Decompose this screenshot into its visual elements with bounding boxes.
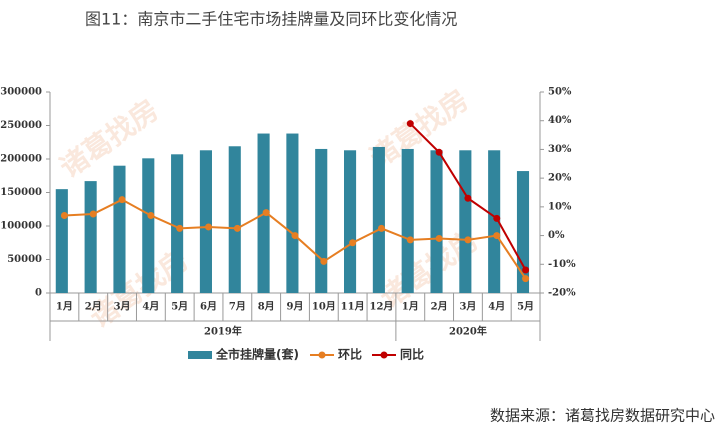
bar [199, 150, 212, 293]
bar [516, 171, 530, 293]
bar [430, 150, 443, 293]
x-tick-label: 12月 [370, 301, 394, 313]
bar [142, 158, 155, 293]
y-tick-label: 0 [35, 288, 42, 299]
marker [493, 232, 501, 240]
x-tick-label: 8月 [258, 301, 275, 313]
x-tick-label: 4月 [488, 301, 505, 313]
bar [286, 133, 299, 293]
bar [84, 181, 97, 293]
marker [349, 239, 357, 247]
bar [55, 189, 68, 293]
x-tick-label: 1月 [402, 301, 419, 313]
x-tick-label: 5月 [517, 301, 534, 313]
y-tick-label: 150000 [0, 187, 42, 198]
bar [113, 165, 126, 293]
marker [464, 236, 472, 244]
y-tick-label: 300000 [0, 87, 42, 98]
marker [435, 148, 443, 156]
bar [228, 146, 241, 293]
marker [147, 211, 155, 219]
marker [118, 196, 126, 204]
x-tick-label: 6月 [200, 301, 217, 313]
bar [372, 146, 385, 293]
marker [60, 211, 68, 219]
marker [464, 194, 472, 202]
x-tick-label: 7月 [229, 301, 246, 313]
x-tick-label: 1月 [56, 301, 73, 313]
x-tick-label: 4月 [142, 301, 159, 313]
x-tick-label: 3月 [459, 301, 476, 313]
legend-label: 环比 [338, 347, 362, 362]
marker [493, 214, 501, 222]
y-tick-label: 200000 [0, 154, 42, 165]
legend-marker [318, 351, 326, 359]
x-tick-label: 11月 [341, 301, 365, 313]
marker [406, 120, 414, 128]
marker [522, 275, 530, 283]
marker [522, 266, 530, 274]
legend-marker [380, 351, 388, 359]
marker [320, 257, 328, 265]
x-tick-label: 5月 [171, 301, 188, 313]
marker [262, 209, 270, 217]
bar [488, 150, 501, 293]
y2-tick-label: 0% [548, 230, 565, 241]
marker [406, 236, 414, 244]
bar [401, 148, 414, 293]
x-tick-label: 9月 [287, 301, 304, 313]
y-tick-label: 250000 [0, 120, 42, 131]
bar [344, 150, 357, 293]
x-tick-label: 10月 [312, 301, 336, 313]
marker [377, 224, 385, 232]
legend-label: 全市挂牌量(套) [215, 347, 299, 362]
x-tick-label: 3月 [114, 301, 131, 313]
y-tick-label: 50000 [7, 254, 42, 265]
y2-tick-label: -20% [548, 288, 576, 299]
source: 数据来源：诸葛找房数据研究中心 [490, 407, 715, 425]
y2-tick-label: -10% [548, 259, 576, 270]
y2-tick-label: 50% [548, 87, 572, 98]
y2-tick-label: 40% [548, 115, 572, 126]
marker [291, 232, 299, 240]
marker [233, 224, 241, 232]
x-tick-label: 2月 [431, 301, 448, 313]
x-group-label: 2019年 [204, 325, 242, 338]
bar [315, 148, 328, 293]
bar [459, 150, 472, 293]
y2-tick-label: 10% [548, 201, 572, 212]
y-tick-label: 100000 [0, 221, 42, 232]
marker [89, 210, 97, 218]
marker [176, 224, 184, 232]
bar [171, 154, 184, 293]
marker [205, 223, 213, 231]
legend-label: 同比 [400, 347, 424, 362]
chart-title: 图11：南京市二手住宅市场挂牌量及同环比变化情况 [85, 10, 457, 29]
y2-tick-label: 30% [548, 144, 572, 155]
legend-swatch [188, 351, 212, 359]
marker [435, 234, 443, 242]
y2-tick-label: 20% [548, 173, 572, 184]
x-tick-label: 2月 [85, 301, 102, 313]
x-group-label: 2020年 [449, 325, 487, 338]
